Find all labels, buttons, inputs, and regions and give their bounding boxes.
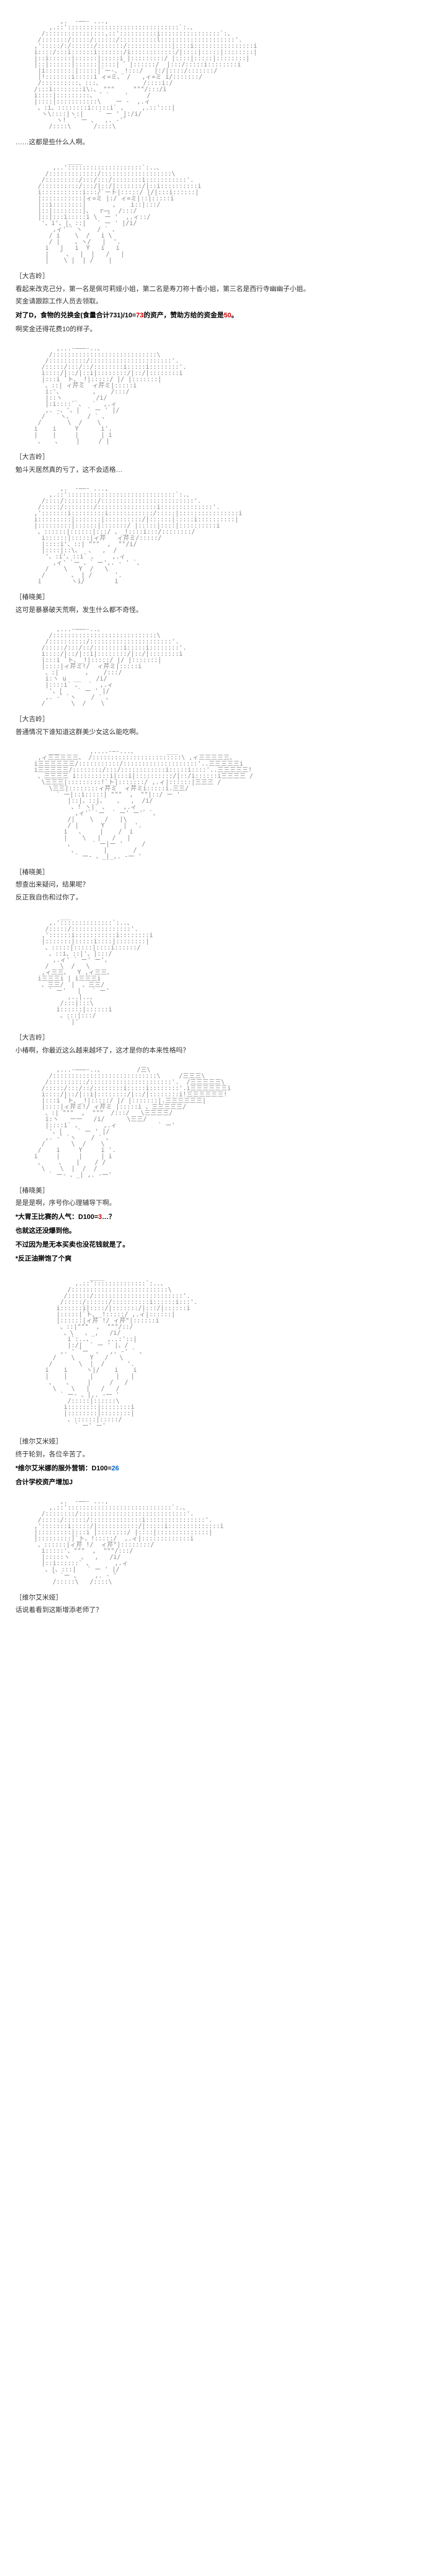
- text-span: 对了D，食物的兑换金: [15, 311, 80, 319]
- section-3: ,. -――- ..., ,.::'::::::::::::::::::::::…: [15, 485, 425, 616]
- speaker-label: ［椿晓美］: [15, 1185, 425, 1196]
- ascii-art-block: ____ ,..'::::::::::::::::::::`:..、 /::::…: [15, 158, 425, 263]
- speaker-label: ［维尔艾米娅］: [15, 1592, 425, 1603]
- bold-dialogue-line: 合计学校资产增加J: [15, 1477, 425, 1488]
- dialogue-line: 话说着看到这斯增添老师了？: [15, 1605, 425, 1616]
- ascii-art-block: ,...-―――-..、 /三\ /::::::::::::::::::::::…: [15, 1066, 425, 1178]
- text-span: *维尔艾米娜的服外营销：D100=: [15, 1464, 112, 1472]
- dialogue-line: ……这都是些什么人啊。: [15, 137, 425, 148]
- text-span: *大胃王比赛的人气：D100=: [15, 1213, 98, 1221]
- text-span: *反正油擀饱了个爽: [15, 1255, 72, 1262]
- section-9: ,. -――- ..., ,.::'::::::::::::::::::::::…: [15, 1498, 425, 1616]
- text-span: 。: [231, 311, 238, 319]
- dialogue-line: 普通情况下谁知道这群美少女这么能吃啊。: [15, 727, 425, 738]
- text-span: 的资产，赞助方给的资金是: [144, 311, 224, 319]
- section-1: ____ ,..'::::::::::::::::::::`:..、 /::::…: [15, 158, 425, 335]
- text-span: 3: [98, 1213, 102, 1221]
- bold-dialogue-line: *维尔艾米娜的服外营销：D100=26: [15, 1463, 425, 1474]
- dialogue-line: 小椿啊，你最近这么越来越坏了，这才是你的本来性格吗？: [15, 1045, 425, 1056]
- section-0: ,. -――- ..., ,.::'::::::::::::::::::::::…: [15, 18, 425, 148]
- dialogue-line: 反正我自伤和过你了。: [15, 892, 425, 903]
- ascii-art-block: ____ ,.::'::::::::::::::`:..、 /:::::::::…: [15, 1274, 425, 1429]
- text-span: 也就这还没爆到他。: [15, 1227, 76, 1234]
- section-6: ___ ,.'::::::::::::::`:..、 /:::::/::::::…: [15, 913, 425, 1056]
- speaker-label: ［椿晓美］: [15, 592, 425, 603]
- dialogue-line: 看起来改克己分，第一名是佩可莉娅小姐，第二名是寿刀祢十香小姐，第三名是西行寺幽幽…: [15, 284, 425, 295]
- bold-dialogue-line: 对了D，食物的兑换金(食量合计731)/10=73的资产，赞助方给的资金是50。: [15, 310, 425, 321]
- dialogue-line: 想查出来疑问，结果呢？: [15, 879, 425, 890]
- bold-dialogue-line: 不过因为是无本买卖也没花钱就是了。: [15, 1240, 425, 1250]
- ascii-art-block: ___ ,....-―-...、 ___ ,ィ三三三三三、 /:::::::::…: [15, 748, 425, 859]
- dialogue-line: 是是是啊，序号你心理辅导下啊。: [15, 1198, 425, 1209]
- text-span: (食量合计731)/10=: [80, 311, 136, 319]
- dialogue-line: 终于轮到，各位辛苦了。: [15, 1449, 425, 1460]
- section-8: ____ ,.::'::::::::::::::`:..、 /:::::::::…: [15, 1274, 425, 1487]
- ascii-art-block: ,. -――- ..., ,.::'::::::::::::::::::::::…: [15, 18, 425, 129]
- text-span: 73: [136, 311, 143, 319]
- speaker-label: ［大吉岭］: [15, 714, 425, 725]
- section-5: ___ ,....-―-...、 ___ ,ィ三三三三三、 /:::::::::…: [15, 748, 425, 903]
- bold-dialogue-line: 也就这还没爆到他。: [15, 1226, 425, 1236]
- bold-dialogue-line: *大胃王比赛的人气：D100=3…？: [15, 1212, 425, 1223]
- ascii-art-block: ___ ,.'::::::::::::::`:..、 /:::::/::::::…: [15, 913, 425, 1025]
- speaker-label: ［大吉岭］: [15, 271, 425, 282]
- text-span: 50: [224, 311, 231, 319]
- ascii-art-block: ,. -――- ..., ,.::'::::::::::::::::::::::…: [15, 485, 425, 584]
- section-2: ,...-―――-..、 /::::::::::::::::::::::::::…: [15, 345, 425, 476]
- ascii-art-block: ,...-―――-..、 /::::::::::::::::::::::::::…: [15, 626, 425, 706]
- speaker-label: ［大吉岭］: [15, 452, 425, 463]
- section-7: ,...-―――-..、 /三\ /::::::::::::::::::::::…: [15, 1066, 425, 1264]
- dialogue-line: 啊奖金还得花费10的样子。: [15, 324, 425, 335]
- text-span: …？: [102, 1213, 115, 1221]
- dialogue-line: 这可是暴暴破天荒啊，发生什么都不奇怪。: [15, 605, 425, 616]
- speaker-label: ［大吉岭］: [15, 1032, 425, 1043]
- dialogue-line: 奖金请跟踪工作人员去领取。: [15, 296, 425, 307]
- ascii-art-block: ,...-―――-..、 /::::::::::::::::::::::::::…: [15, 345, 425, 444]
- bold-dialogue-line: *反正油擀饱了个爽: [15, 1253, 425, 1264]
- text-span: 26: [112, 1464, 119, 1472]
- ascii-art-block: ,. -――- ..., ,.::'::::::::::::::::::::::…: [15, 1498, 425, 1585]
- text-span: 不过因为是无本买卖也没花钱就是了。: [15, 1241, 129, 1248]
- speaker-label: ［椿晓美］: [15, 867, 425, 878]
- speaker-label: ［维尔艾米娅］: [15, 1436, 425, 1447]
- section-4: ,...-―――-..、 /::::::::::::::::::::::::::…: [15, 626, 425, 738]
- dialogue-line: 勉斗天居然真的亏了，这不会适格…: [15, 465, 425, 476]
- text-span: 合计学校资产增加J: [15, 1478, 73, 1486]
